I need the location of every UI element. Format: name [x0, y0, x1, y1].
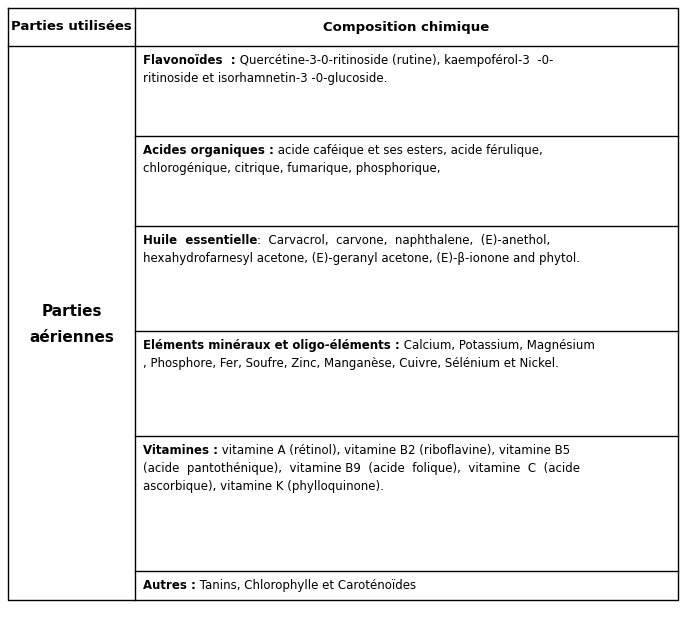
Text: Huile  essentielle: Huile essentielle: [143, 234, 257, 247]
Text: Autres :: Autres :: [143, 579, 196, 592]
Text: vitamine A (rétinol), vitamine B2 (riboflavine), vitamine B5: vitamine A (rétinol), vitamine B2 (ribof…: [218, 444, 570, 457]
Text: , Phosphore, Fer, Soufre, Zinc, Manganèse, Cuivre, Sélénium et Nickel.: , Phosphore, Fer, Soufre, Zinc, Manganès…: [143, 357, 559, 370]
Text: hexahydrofarnesyl acetone, (E)-geranyl acetone, (E)-β-ionone and phytol.: hexahydrofarnesyl acetone, (E)-geranyl a…: [143, 252, 580, 265]
Text: Flavonoïdes  :: Flavonoïdes :: [143, 54, 235, 67]
Text: ascorbique), vitamine K (phylloquinone).: ascorbique), vitamine K (phylloquinone).: [143, 480, 384, 493]
Text: Vitamines :: Vitamines :: [143, 444, 218, 457]
Text: Eléments minéraux et oligo-éléments :: Eléments minéraux et oligo-éléments :: [143, 339, 400, 352]
Text: aériennes: aériennes: [29, 329, 114, 345]
Text: ritinoside et isorhamnetin-3 -0-glucoside.: ritinoside et isorhamnetin-3 -0-glucosid…: [143, 72, 388, 85]
Text: Parties utilisées: Parties utilisées: [11, 21, 132, 33]
Text: acide caféique et ses esters, acide férulique,: acide caféique et ses esters, acide féru…: [274, 144, 543, 157]
Text: Tanins, Chlorophylle et Caroténoïdes: Tanins, Chlorophylle et Caroténoïdes: [196, 579, 416, 592]
Text: Parties: Parties: [41, 304, 102, 319]
Text: (acide  pantothénique),  vitamine B9  (acide  folique),  vitamine  C  (acide: (acide pantothénique), vitamine B9 (acid…: [143, 462, 580, 475]
Text: :  Carvacrol,  carvone,  naphthalene,  (E)-anethol,: : Carvacrol, carvone, naphthalene, (E)-a…: [257, 234, 551, 247]
Text: chlorogénique, citrique, fumarique, phosphorique,: chlorogénique, citrique, fumarique, phos…: [143, 162, 440, 175]
Text: Quercétine-3-0-ritinoside (rutine), kaempoférol-3  -0-: Quercétine-3-0-ritinoside (rutine), kaem…: [235, 54, 553, 67]
Text: Calcium, Potassium, Magnésium: Calcium, Potassium, Magnésium: [400, 339, 595, 352]
Text: Acides organiques :: Acides organiques :: [143, 144, 274, 157]
Text: Composition chimique: Composition chimique: [323, 21, 490, 33]
